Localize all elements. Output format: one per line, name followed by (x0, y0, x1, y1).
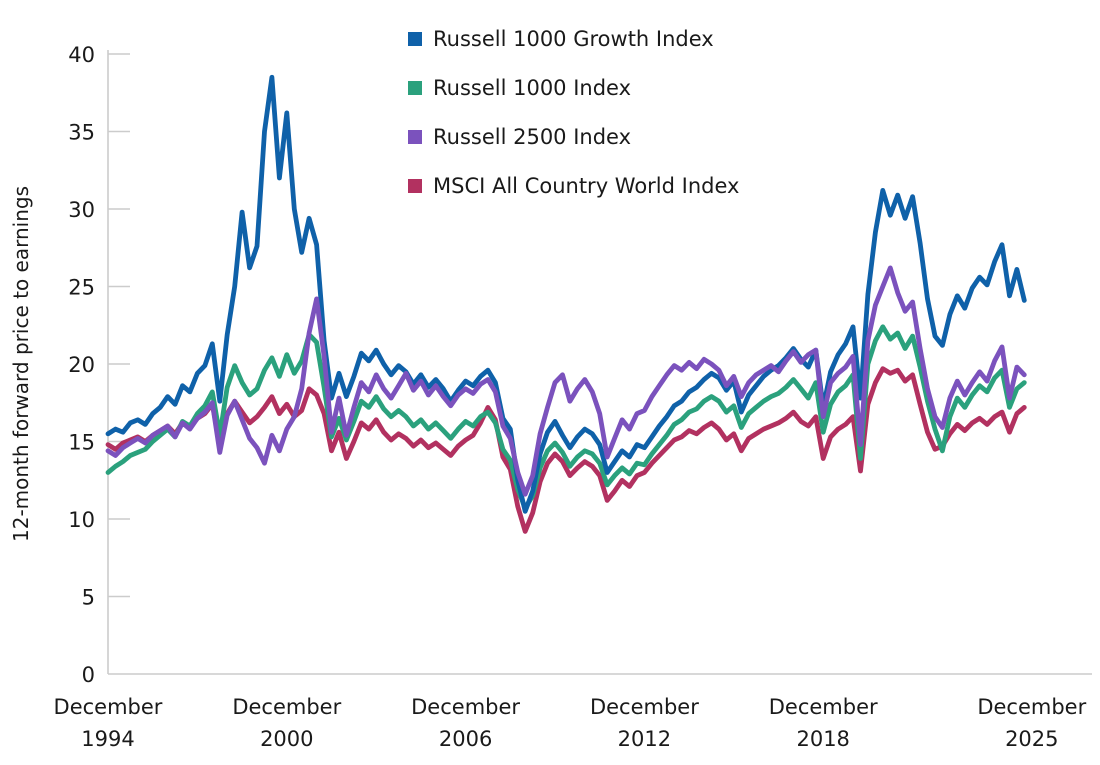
x-tick-year-2000: 2000 (260, 727, 313, 751)
x-tick-year-2006: 2006 (439, 727, 492, 751)
series-line-russell-1000-growth-index (105, 74, 1027, 514)
x-tick-month-2000: December (232, 695, 341, 719)
legend-item-msci-all-country-world-index: MSCI All Country World Index (408, 174, 739, 198)
x-tick-year-2012: 2012 (618, 727, 671, 751)
x-tick-month-2012: December (590, 695, 699, 719)
legend-swatch-icon (408, 130, 422, 144)
x-tick-month-2006: December (411, 695, 520, 719)
y-tick-label-25: 25 (68, 276, 95, 300)
legend-label: Russell 2500 Index (433, 125, 632, 149)
x-tick-month-1994: December (54, 695, 163, 719)
series-line-russell-1000-index (105, 324, 1027, 511)
y-tick-label-10: 10 (68, 508, 95, 532)
x-tick-month-2018: December (769, 695, 878, 719)
legend-label: MSCI All Country World Index (433, 174, 740, 198)
y-tick-label-20: 20 (68, 353, 95, 377)
y-tick-label-5: 5 (82, 586, 95, 610)
chart-legend: Russell 1000 Growth Index Russell 1000 In… (408, 27, 739, 198)
y-tick-label-40: 40 (68, 43, 95, 67)
legend-swatch-icon (408, 32, 422, 46)
series-line-russell-2500-index (105, 265, 1027, 497)
y-tick-label-30: 30 (68, 198, 95, 222)
y-tick-label-15: 15 (68, 431, 95, 455)
x-tick-year-2018: 2018 (796, 727, 849, 751)
x-tick-year-2025: 2025 (1005, 727, 1058, 751)
legend-item-russell-1000-index: Russell 1000 Index (408, 76, 739, 100)
x-tick-year-1994: 1994 (81, 727, 134, 751)
legend-swatch-icon (408, 179, 422, 193)
legend-swatch-icon (408, 81, 422, 95)
series-line-msci-all-country-world-index (105, 366, 1027, 534)
y-tick-label-35: 35 (68, 121, 95, 145)
legend-item-russell-2500-index: Russell 2500 Index (408, 125, 739, 149)
x-tick-month-2025: December (977, 695, 1086, 719)
y-tick-label-0: 0 (82, 663, 95, 687)
legend-label: Russell 1000 Index (433, 76, 632, 100)
legend-label: Russell 1000 Growth Index (433, 27, 714, 51)
legend-item-russell-1000-growth-index: Russell 1000 Growth Index (408, 27, 739, 51)
